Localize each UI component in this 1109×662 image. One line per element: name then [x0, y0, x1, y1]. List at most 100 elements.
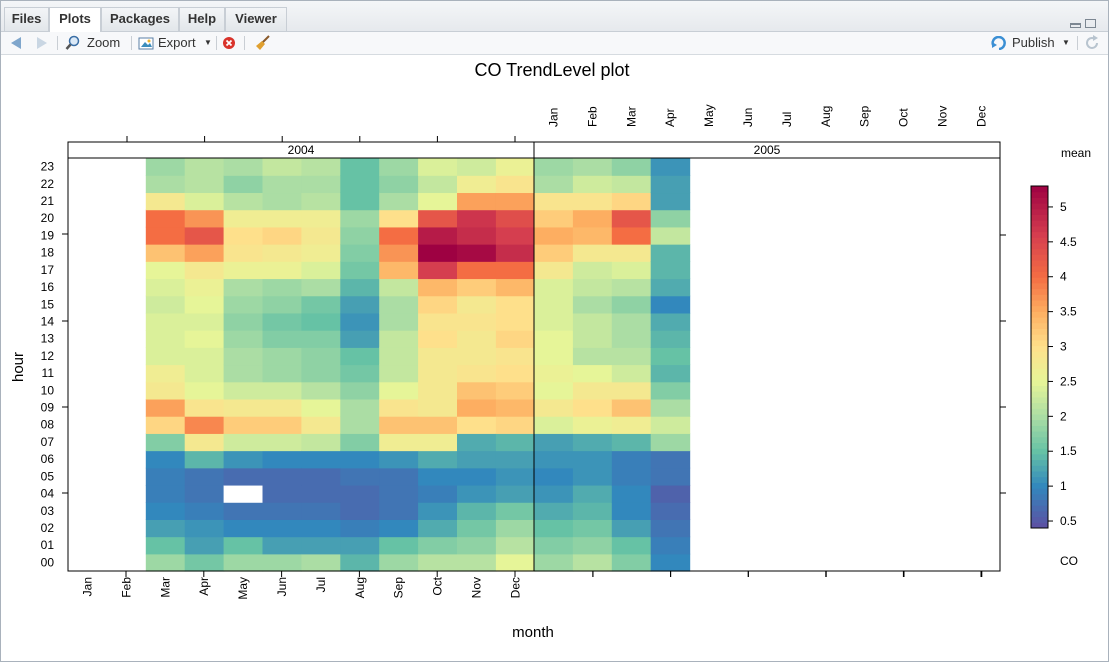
x-tick-label-top: Jul [780, 112, 794, 127]
heatmap-cell [379, 244, 419, 262]
heatmap-cell [418, 519, 458, 538]
heatmap-cell [340, 347, 380, 366]
heatmap-cell [262, 209, 302, 228]
colorbar-swatch [1031, 362, 1048, 369]
tab-files[interactable]: Files [4, 7, 49, 31]
back-arrow-icon[interactable] [11, 37, 21, 49]
tab-plots[interactable]: Plots [49, 7, 101, 32]
heatmap-cell [650, 416, 691, 434]
y-tick-label: 19 [41, 228, 55, 242]
heatmap-cell [340, 381, 380, 400]
heatmap-cell [184, 484, 225, 503]
tab-packages[interactable]: Packages [101, 7, 179, 31]
heatmap-cell [379, 226, 419, 245]
heatmap-cell [534, 295, 574, 314]
heatmap-cell [223, 192, 264, 211]
heatmap-cell [534, 192, 574, 211]
toolbar-separator [57, 36, 58, 50]
heatmap-cell [262, 433, 302, 452]
heatmap-cell [418, 398, 458, 417]
heatmap-cell [534, 381, 574, 400]
heatmap-cell [534, 244, 574, 262]
x-tick-label-bottom: Mar [158, 577, 172, 598]
tab-help[interactable]: Help [179, 7, 225, 31]
clear-all-plots-button[interactable] [255, 34, 271, 52]
heatmap-cell [262, 261, 302, 280]
x-tick-label-top: Jan [546, 108, 560, 127]
heatmap-cell [223, 364, 264, 383]
heatmap-cell [457, 450, 497, 469]
chevron-down-icon: ▼ [1062, 38, 1070, 47]
maximize-pane-icon[interactable] [1085, 19, 1096, 28]
heatmap-cell [611, 278, 652, 297]
forward-arrow-icon[interactable] [37, 37, 47, 49]
colorbar-swatch [1031, 328, 1048, 335]
heatmap-cell [145, 158, 186, 176]
heatmap-cell [572, 312, 613, 331]
y-tick-label: 09 [41, 401, 55, 415]
heatmap-cell [611, 450, 652, 469]
publish-button[interactable]: Publish ▼ [991, 34, 1073, 52]
colorbar-variable-label: CO [1060, 554, 1078, 568]
heatmap-cell [457, 519, 497, 538]
heatmap-cell [611, 158, 652, 176]
colorbar-swatch [1031, 402, 1048, 409]
heatmap-cell [379, 467, 419, 486]
refresh-button[interactable] [1084, 34, 1100, 52]
heatmap-cell [495, 295, 536, 314]
heatmap-cell [223, 347, 264, 366]
heatmap-cell [262, 244, 302, 262]
colorbar-swatch [1031, 385, 1048, 392]
heatmap-cell [418, 261, 458, 280]
heatmap-cell [262, 192, 302, 211]
colorbar-swatch [1031, 419, 1048, 426]
heatmap-cell [418, 175, 458, 194]
colorbar-swatch [1031, 322, 1048, 329]
heatmap-cell [457, 192, 497, 211]
x-tick-label-bottom: Feb [119, 577, 133, 598]
heatmap-cell [301, 244, 341, 262]
heatmap-cell [495, 467, 536, 486]
colorbar-swatch [1031, 499, 1048, 506]
y-tick-label: 17 [41, 263, 55, 277]
minimize-pane-icon[interactable] [1070, 23, 1081, 28]
heatmap-cell [340, 295, 380, 314]
colorbar-tick-label: 2 [1060, 409, 1067, 423]
heatmap-cell [650, 244, 691, 262]
heatmap-cell [184, 226, 225, 245]
heatmap-cell [340, 416, 380, 434]
tab-viewer[interactable]: Viewer [225, 7, 287, 31]
heatmap-cell [184, 244, 225, 262]
heatmap-cell [650, 433, 691, 452]
heatmap-cell [223, 519, 264, 538]
colorbar-tick-label: 3.5 [1060, 305, 1077, 319]
heatmap-cell [223, 536, 264, 555]
export-button[interactable]: Export ▼ [138, 34, 214, 52]
heatmap-cell [650, 209, 691, 228]
heatmap-cell [611, 484, 652, 503]
heatmap-cell [534, 347, 574, 366]
heatmap-cell [301, 398, 341, 417]
heatmap-cell [184, 158, 225, 176]
heatmap-cell [534, 330, 574, 348]
heatmap-cell [340, 398, 380, 417]
colorbar-swatch [1031, 442, 1048, 449]
heatmap-cell [572, 347, 613, 366]
colorbar-swatch [1031, 516, 1048, 523]
heatmap-cell [572, 364, 613, 383]
heatmap-cell [145, 381, 186, 400]
heatmap-cell [611, 330, 652, 348]
heatmap-cell [534, 312, 574, 331]
heatmap-cell [379, 295, 419, 314]
zoom-button[interactable]: Zoom [65, 34, 127, 52]
colorbar-swatch [1031, 243, 1048, 250]
y-tick-label: 21 [41, 194, 55, 208]
remove-plot-button[interactable] [222, 34, 236, 52]
colorbar-swatch [1031, 351, 1048, 358]
publish-label: Publish [1012, 35, 1055, 50]
colorbar-swatch [1031, 396, 1048, 404]
x-tick-label-bottom: Apr [197, 577, 211, 596]
heatmap-cell [495, 158, 536, 176]
colorbar-swatch [1031, 374, 1048, 381]
heatmap-cell [572, 416, 613, 434]
